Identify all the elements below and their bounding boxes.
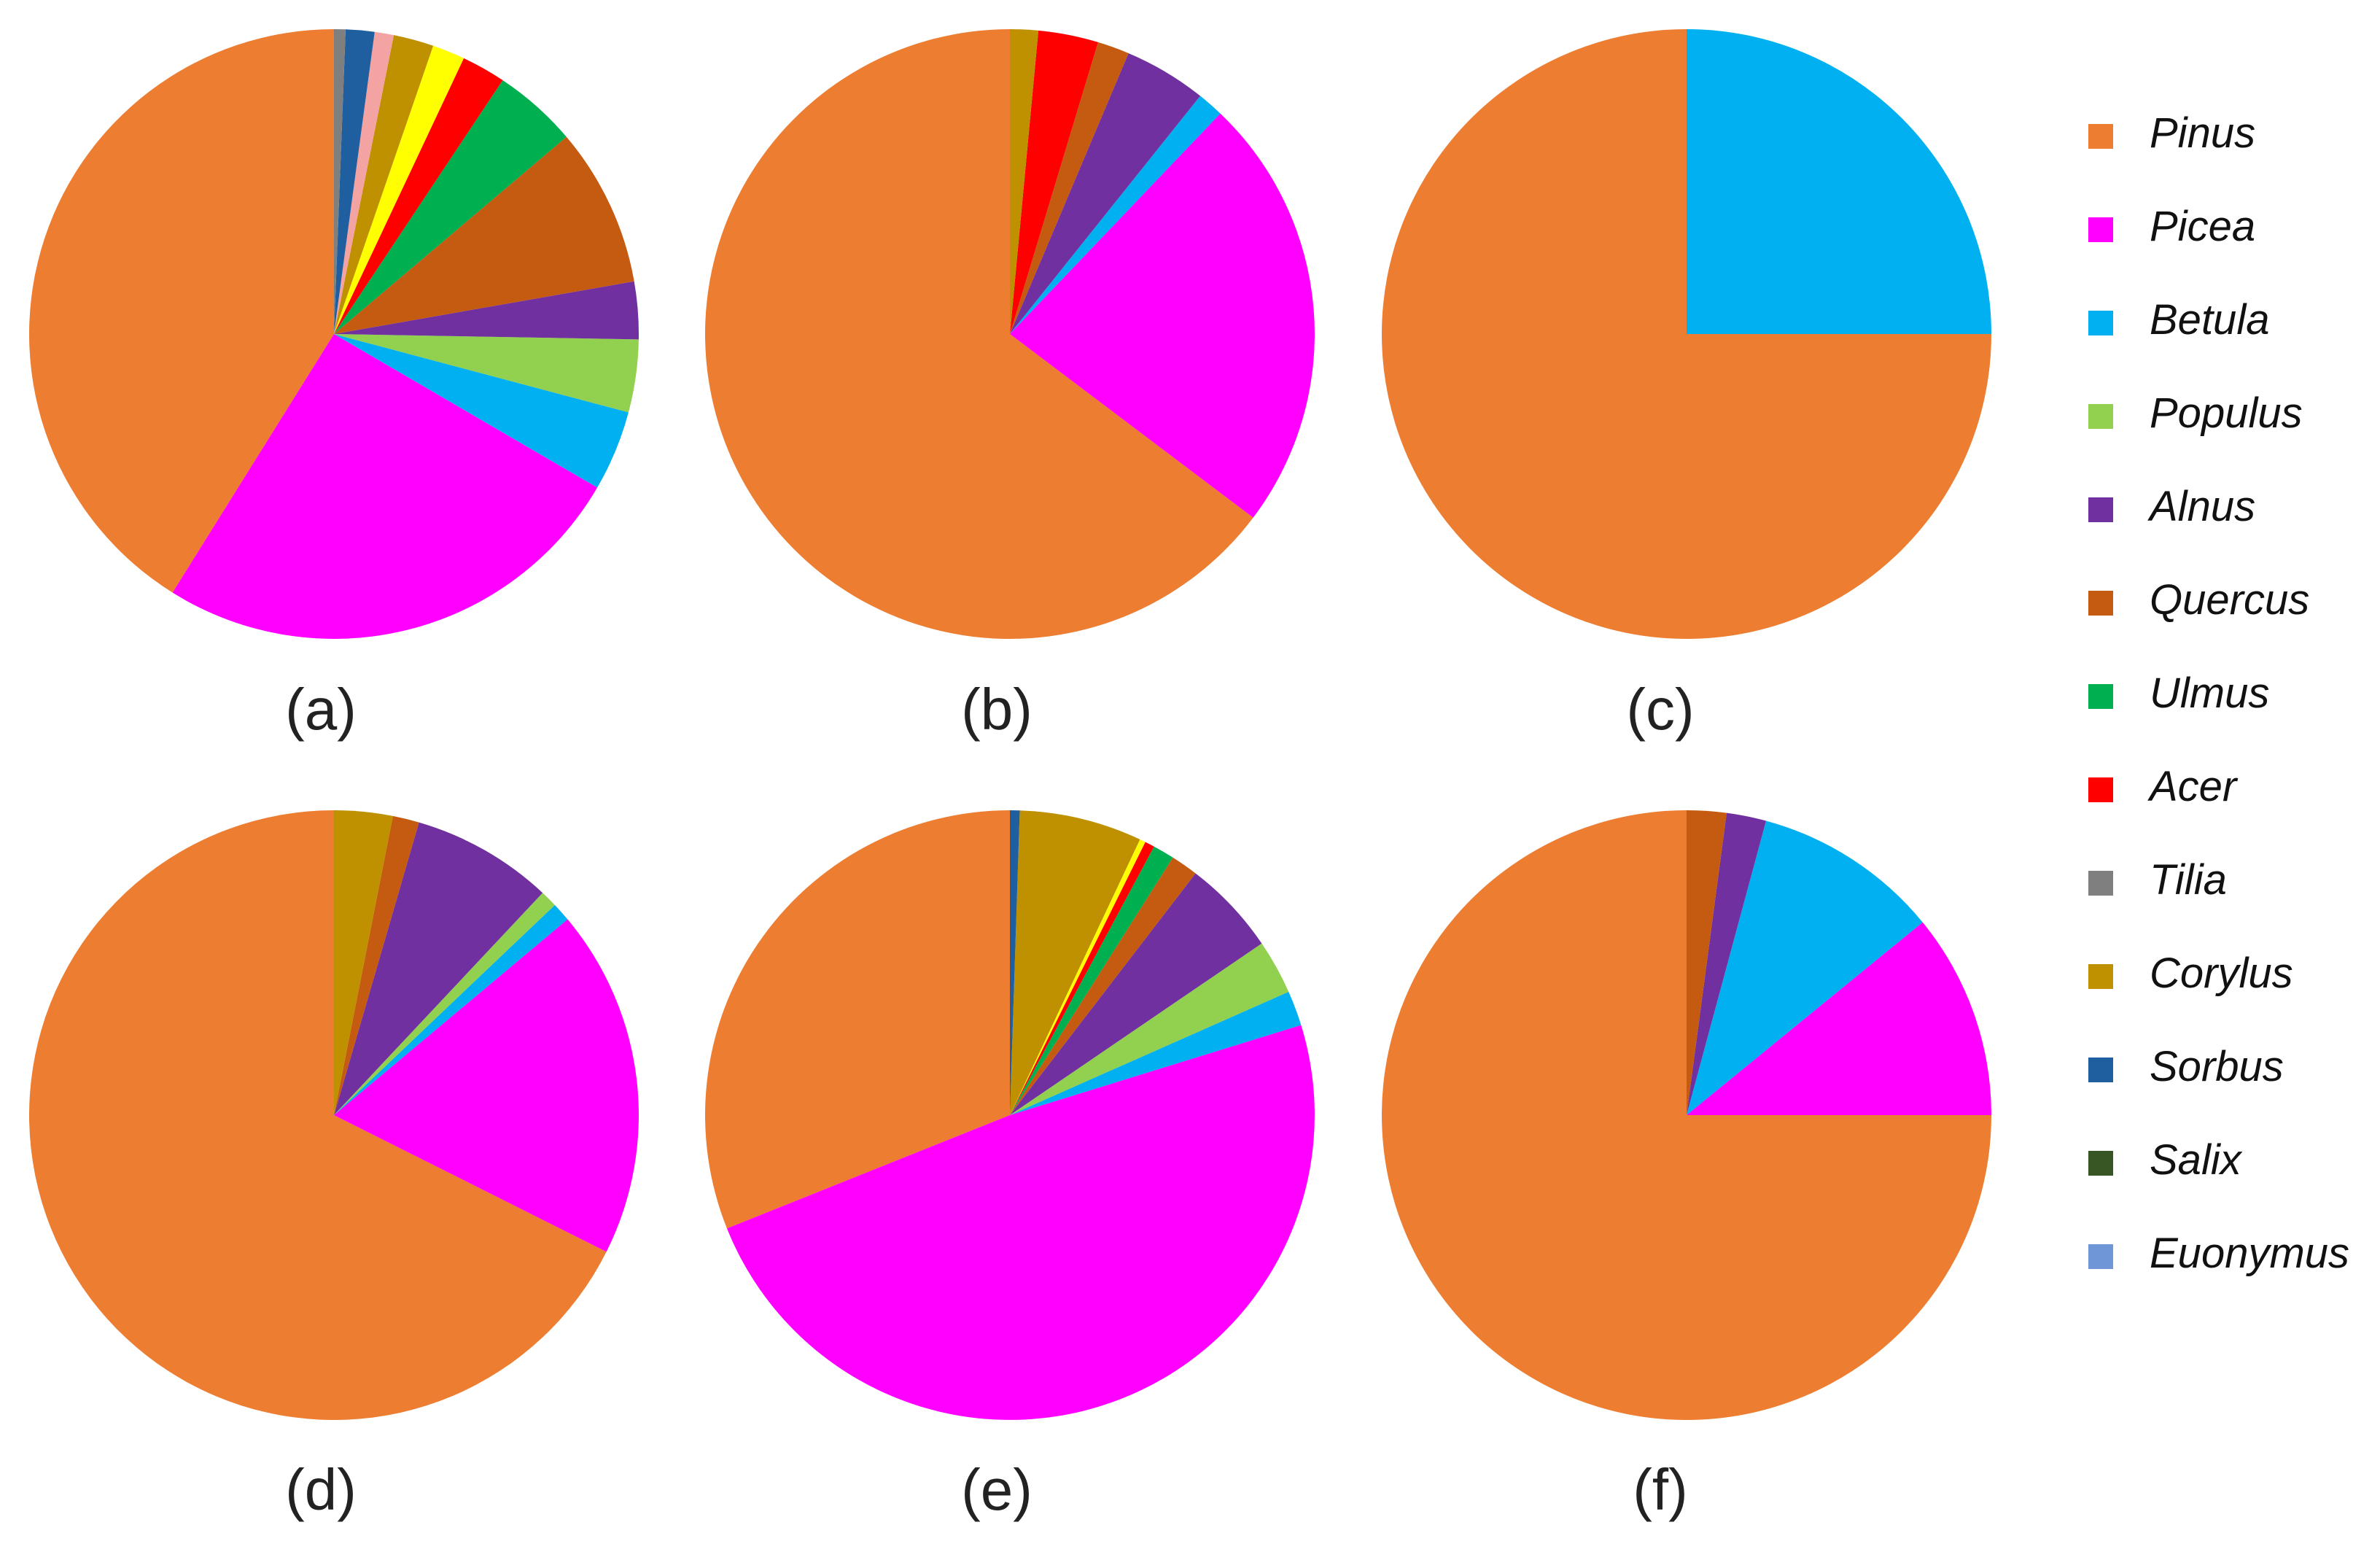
slice-e-corylus [1010,810,1140,1115]
slice-e-populus [1010,943,1289,1115]
pie-b [704,28,1315,640]
slice-e-alnus [1010,873,1262,1115]
slice-a-betula [334,334,629,488]
legend-label-picea: Picea [2150,203,2255,250]
legend-label-euonymus: Euonymus [2150,1230,2349,1277]
legend-swatch-euonymus [2088,1244,2113,1269]
legend: Pinus Picea Betula Populus Alnus Quercus Ulmus… [2088,109,2349,1277]
slice-d-quercus [334,815,419,1115]
panel-label-a: (a) [285,677,357,742]
legend-label-ulmus: Ulmus [2150,670,2269,717]
legend-swatch-salix [2088,1151,2113,1176]
pie-f [1382,810,1991,1420]
slice-d-pinus [29,810,607,1420]
legend-label-tilia: Tilia [2150,856,2227,904]
slice-e-pinus [705,810,1010,1229]
pie-a [29,29,639,640]
slice-f-picea [1687,922,1991,1115]
slice-e-picea [726,1025,1315,1420]
slice-e-yellow [1010,839,1146,1115]
slice-a-pink [334,31,394,335]
slice-d-populus [334,893,555,1115]
legend-swatch-acer [2088,777,2113,802]
slice-a-yellow [334,45,464,334]
slice-a-corylus [334,35,434,335]
panel-label-f: (f) [1633,1457,1688,1522]
slice-e-betula [1010,991,1302,1115]
slice-b-betula [1010,96,1221,335]
pie-e [705,810,1315,1420]
legend-swatch-tilia [2088,871,2113,896]
panel-label-e: (e) [961,1457,1032,1522]
slice-b-alnus [1010,53,1201,334]
slice-b-corylus [1010,29,1039,334]
slice-b-acer [1010,30,1098,334]
slice-b-picea [1010,113,1315,518]
legend-label-corylus: Corylus [2150,950,2293,997]
slice-a-tilia [334,29,346,334]
panel-label-c: (c) [1626,677,1694,742]
legend-label-salix: Salix [2150,1136,2243,1184]
pie-d [29,810,639,1420]
slice-a-alnus [334,281,639,340]
legend-swatch-alnus [2088,497,2113,522]
slice-a-pinus [29,29,334,593]
legend-swatch-picea [2088,217,2113,242]
slice-f-alnus [1687,812,1767,1115]
legend-swatch-sorbus [2088,1058,2113,1082]
slice-d-betula [334,904,568,1115]
legend-swatch-corylus [2088,964,2113,989]
slice-e-sorbus [1010,810,1020,1115]
slice-a-picea [172,334,598,640]
slice-d-picea [334,919,639,1252]
legend-swatch-pinus [2088,124,2113,149]
slice-a-acer [334,58,503,334]
legend-label-sorbus: Sorbus [2150,1043,2284,1090]
slice-e-quercus [1010,857,1196,1115]
slice-a-sorbus [334,29,375,335]
legend-label-populus: Populus [2150,389,2303,437]
slice-c-betula [1687,29,1991,334]
slice-d-corylus [334,810,393,1115]
panel-label-b: (b) [961,677,1032,742]
slice-e-acer [1010,842,1154,1115]
panel-label-d: (d) [285,1457,357,1522]
legend-swatch-populus [2088,404,2113,429]
legend-label-pinus: Pinus [2150,109,2255,157]
slice-d-alnus [334,822,543,1115]
slice-e-ulmus [1010,846,1173,1115]
legend-label-betula: Betula [2150,296,2269,344]
slice-f-quercus [1687,810,1727,1115]
slice-f-betula [1687,820,1923,1115]
legend-swatch-ulmus [2088,684,2113,709]
slice-a-ulmus [334,79,567,334]
legend-label-alnus: Alnus [2147,483,2255,530]
pie-c [1382,29,1991,639]
legend-swatch-quercus [2088,591,2113,616]
slice-a-populus [334,334,639,413]
slice-b-quercus [1010,42,1129,334]
slice-a-quercus [334,136,634,335]
legend-label-acer: Acer [2147,763,2239,810]
legend-label-quercus: Quercus [2150,576,2309,624]
slice-b-pinus [704,28,1253,640]
legend-swatch-betula [2088,311,2113,335]
